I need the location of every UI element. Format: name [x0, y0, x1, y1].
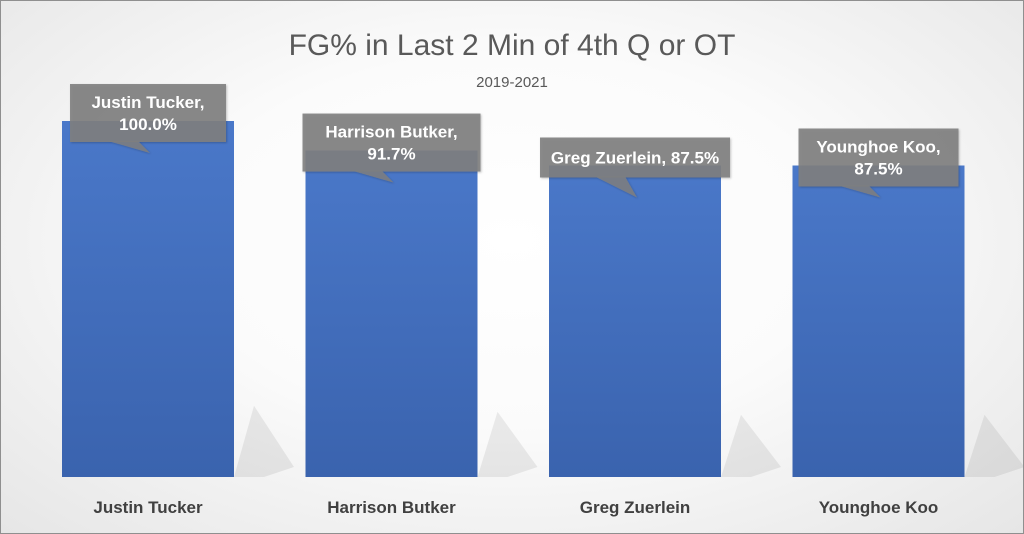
data-label-callout — [798, 128, 959, 198]
callout-pointer — [838, 185, 881, 198]
callout-pointer — [595, 176, 637, 198]
data-label-callout — [540, 137, 730, 198]
bar-harrison-butker — [305, 150, 478, 477]
data-label-text: 100.0% — [119, 115, 177, 134]
x-tick-label: Justin Tucker — [93, 498, 203, 517]
bar-shadows — [234, 405, 1023, 477]
data-label-callout — [302, 113, 481, 183]
data-label-text: Harrison Butker, — [325, 123, 457, 142]
x-tick-label: Greg Zuerlein — [580, 498, 691, 517]
callout-box — [798, 128, 959, 187]
bar-shadow — [964, 414, 1023, 477]
bar-shadow — [721, 414, 781, 477]
chart-title: FG% in Last 2 Min of 4th Q or OT — [289, 29, 736, 62]
data-label-text: Greg Zuerlein, 87.5% — [551, 149, 719, 168]
data-label-text: 87.5% — [854, 160, 902, 179]
data-label-text: 91.7% — [367, 145, 415, 164]
x-tick-label: Harrison Butker — [327, 498, 456, 517]
callout-pointer — [108, 141, 150, 153]
callout-box — [540, 137, 730, 178]
bars — [62, 121, 965, 477]
x-axis-tick-labels: Justin Tucker Harrison Butker Greg Zuerlei… — [93, 498, 938, 517]
chart-subtitle: 2019-2021 — [476, 74, 548, 91]
callout-box — [70, 84, 226, 142]
bar-greg-zuerlein — [549, 165, 721, 477]
bar-justin-tucker — [62, 121, 234, 477]
data-label-text: Justin Tucker, — [91, 93, 204, 112]
x-tick-label: Younghoe Koo — [819, 498, 939, 517]
data-label-text: Younghoe Koo, — [816, 138, 940, 157]
bar-shadow — [477, 411, 538, 477]
bar-younghoe-koo — [792, 165, 965, 477]
callout-pointer — [351, 170, 394, 183]
callout-box — [302, 113, 481, 172]
data-labels: Justin Tucker, 100.0% Harrison Butker, 91.7… — [70, 84, 959, 198]
data-label-callout — [70, 84, 226, 153]
bar-shadow — [234, 405, 294, 477]
